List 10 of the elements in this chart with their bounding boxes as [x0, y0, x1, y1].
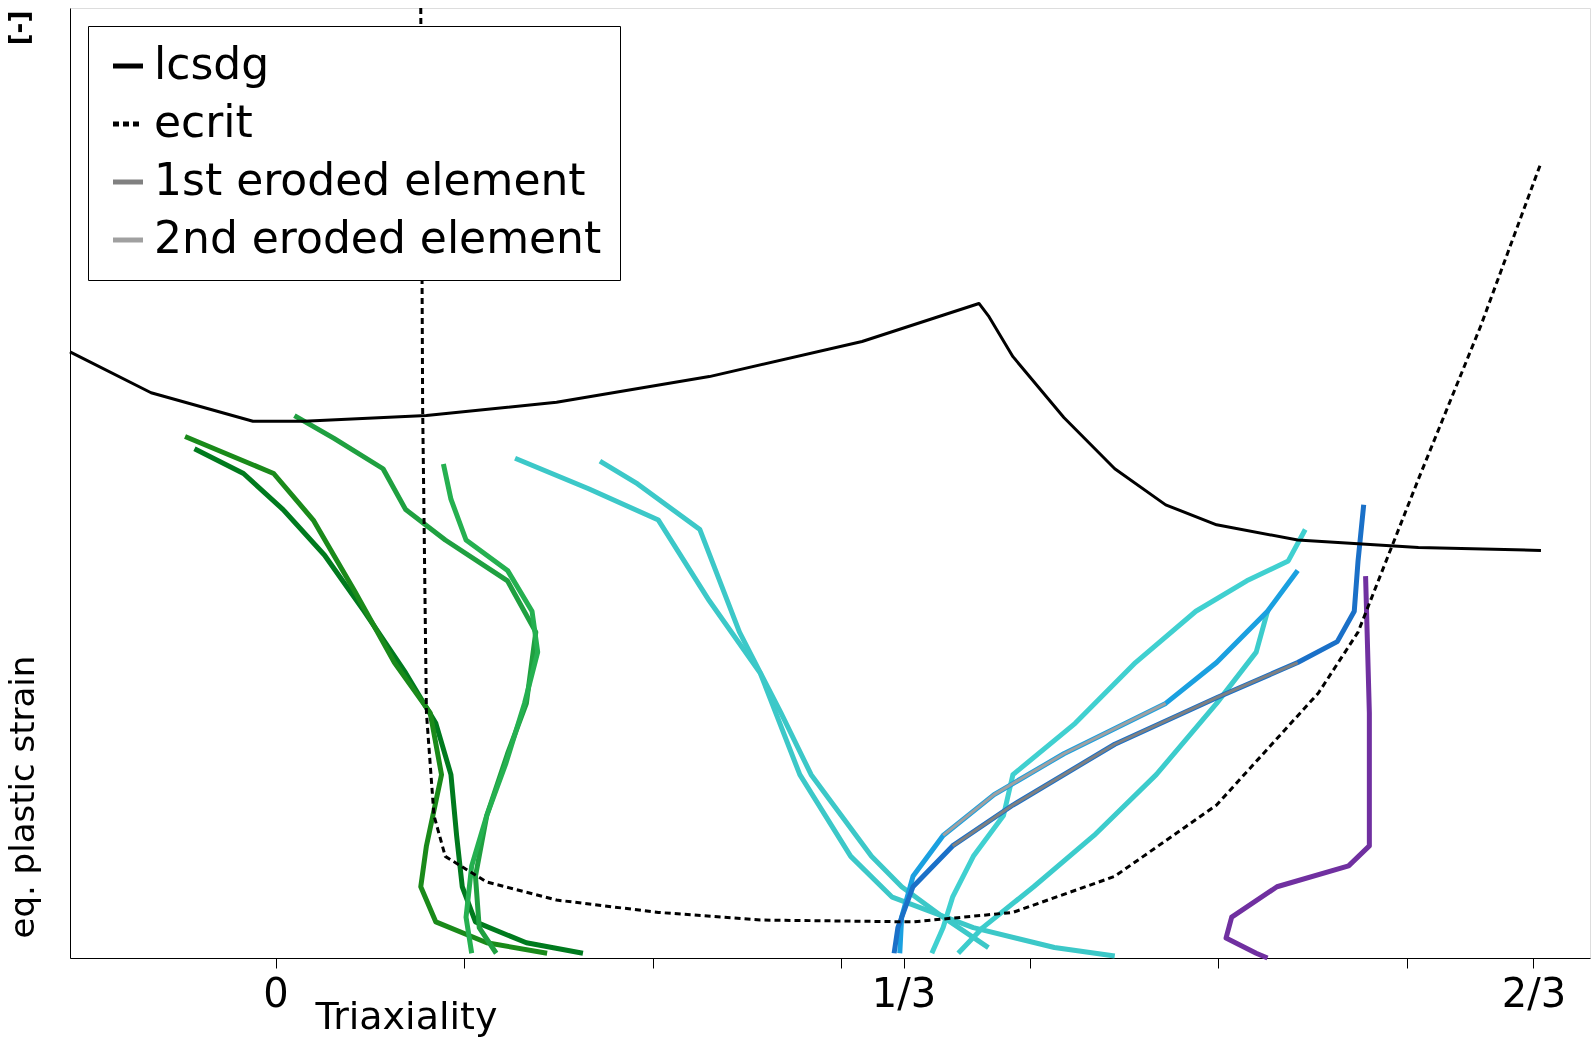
legend-label: ecrit: [154, 96, 253, 147]
x-axis-title: Triaxiality: [314, 993, 498, 1038]
text: [-]: [4, 10, 34, 46]
x-tick-label: 2/3: [1501, 969, 1567, 1016]
y-axis-title: eq. plastic strain: [1, 655, 42, 939]
x-tick-label: 0: [263, 969, 289, 1016]
legend-label: lcsdg: [154, 38, 270, 89]
x-tick-label: 1/3: [871, 969, 937, 1016]
legend-label: 1st eroded element: [154, 154, 586, 205]
legend-label: 2nd eroded element: [154, 212, 602, 263]
